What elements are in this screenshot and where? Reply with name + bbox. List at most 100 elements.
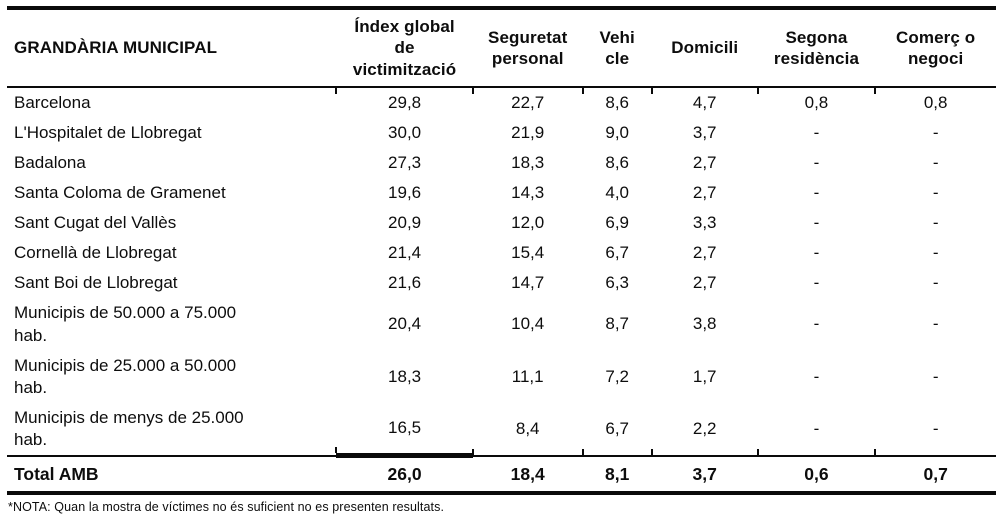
value-cell: 3,7 bbox=[692, 122, 717, 142]
value-cell: 0,8 bbox=[874, 86, 996, 118]
value-cell: 6,7 bbox=[581, 402, 652, 457]
value-cell: 2,7 bbox=[692, 152, 717, 172]
table-row: Sant Cugat del Vallès 20,9 12,0 6,9 3,3 … bbox=[7, 208, 996, 238]
row-label-cell: Badalona bbox=[7, 148, 336, 178]
value-cell: 2,2 bbox=[650, 402, 758, 457]
value-cell: 2,7 bbox=[692, 183, 717, 203]
value-cell: 12,0 bbox=[511, 213, 545, 233]
value-cell: - bbox=[932, 366, 939, 386]
value-cell: 11,1 bbox=[511, 366, 544, 386]
municipality-size-group: Municipis de 25.000 a 50.000 hab. bbox=[14, 355, 237, 397]
value-cell: - bbox=[932, 243, 939, 263]
row-label-cell: Sant Cugat del Vallès bbox=[7, 208, 336, 238]
table-row: Barcelona 29,8 22,7 8,6 4,7 0,8 0,8 bbox=[7, 86, 996, 118]
total-value-cell: 8,1 bbox=[582, 455, 652, 496]
column-header-domicili: Domicili bbox=[651, 8, 758, 88]
total-row: Total AMB 26,0 18,4 8,1 3,7 0,6 0,7 bbox=[7, 455, 996, 496]
value-cell: - bbox=[813, 366, 820, 386]
row-label-cell: L'Hospitalet de Llobregat bbox=[7, 118, 336, 148]
municipality-name: Sant Boi de Llobregat bbox=[14, 273, 178, 293]
row-label-cell: Santa Coloma de Gramenet bbox=[7, 178, 336, 208]
municipality-name: Badalona bbox=[14, 152, 86, 172]
municipality-size-group: Municipis de menys de 25.000 hab. bbox=[14, 407, 244, 449]
column-header-grandaria: GRANDÀRIA MUNICIPAL bbox=[7, 8, 337, 88]
value-cell: 9,0 bbox=[605, 122, 629, 142]
row-label-cell: Municipis de 25.000 a 50.000 hab. bbox=[7, 351, 336, 403]
value-cell: 18,3 bbox=[388, 366, 422, 386]
value-cell: 27,3 bbox=[388, 152, 422, 172]
value-cell: 0,8 bbox=[756, 86, 876, 118]
value-cell: 8,7 bbox=[605, 314, 629, 334]
value-cell: 20,9 bbox=[388, 213, 422, 233]
column-header-label: Vehicle bbox=[599, 27, 635, 68]
value-cell: 16,5 bbox=[335, 402, 473, 459]
column-header-seguretat-personal: Seguretat personal bbox=[472, 8, 583, 88]
value-cell: - bbox=[813, 152, 820, 172]
row-label-cell: Municipis de 50.000 a 75.000 hab. bbox=[7, 298, 336, 350]
municipality-name: Santa Coloma de Gramenet bbox=[14, 183, 226, 203]
municipality-name: Sant Cugat del Vallès bbox=[14, 213, 177, 233]
municipality-size-group: Municipis de 50.000 a 75.000 hab. bbox=[14, 303, 237, 345]
table-body: Barcelona 29,8 22,7 8,6 4,7 0,8 0,8 L'Ho… bbox=[7, 86, 996, 459]
value-cell: 22,7 bbox=[471, 86, 583, 118]
value-cell: 6,9 bbox=[605, 213, 629, 233]
victimization-table: GRANDÀRIA MUNICIPAL Índex global de vict… bbox=[7, 6, 996, 496]
value-cell: 21,4 bbox=[388, 243, 422, 263]
table-row: L'Hospitalet de Llobregat 30,0 21,9 9,0 … bbox=[7, 118, 996, 148]
value-cell: 6,7 bbox=[605, 243, 629, 263]
table-header: GRANDÀRIA MUNICIPAL Índex global de vict… bbox=[7, 8, 996, 88]
table-footer: Total AMB 26,0 18,4 8,1 3,7 0,6 0,7 bbox=[7, 455, 996, 496]
table-row: Sant Boi de Llobregat 21,6 14,7 6,3 2,7 … bbox=[7, 268, 996, 298]
value-cell: - bbox=[813, 314, 820, 334]
column-header-label: Domicili bbox=[671, 38, 739, 58]
total-value-cell: 0,7 bbox=[875, 455, 996, 496]
value-cell: - bbox=[874, 402, 996, 457]
value-cell: 8,6 bbox=[605, 152, 629, 172]
table-row: Municipis de menys de 25.000 hab. 16,5 8… bbox=[7, 402, 996, 459]
total-value-cell: 3,7 bbox=[651, 455, 758, 496]
total-value-cell: 0,6 bbox=[757, 455, 876, 496]
value-cell: 29,8 bbox=[335, 86, 472, 118]
value-cell: - bbox=[813, 273, 820, 293]
table-row: Cornellà de Llobregat 21,4 15,4 6,7 2,7 … bbox=[7, 238, 996, 268]
value-cell: 21,9 bbox=[511, 122, 545, 142]
municipality-name: Barcelona bbox=[14, 92, 91, 112]
column-header-label: Segona residència bbox=[773, 27, 859, 68]
table-row: Santa Coloma de Gramenet 19,6 14,3 4,0 2… bbox=[7, 178, 996, 208]
value-cell: 8,6 bbox=[581, 86, 652, 118]
total-value-cell: 18,4 bbox=[472, 455, 583, 496]
row-label-cell: Cornellà de Llobregat bbox=[7, 238, 336, 268]
total-value-cell: 26,0 bbox=[336, 455, 473, 496]
value-cell: 7,2 bbox=[605, 366, 629, 386]
column-header-segona-residencia: Segona residència bbox=[757, 8, 876, 88]
table-row: Municipis de 50.000 a 75.000 hab. 20,4 1… bbox=[7, 298, 996, 350]
row-label-cell: Barcelona bbox=[7, 87, 336, 118]
value-cell: - bbox=[932, 122, 939, 142]
footnote: *NOTA: Quan la mostra de víctimes no és … bbox=[8, 500, 445, 515]
value-cell: 3,3 bbox=[692, 213, 717, 233]
value-cell: - bbox=[932, 183, 939, 203]
table-row: Municipis de 25.000 a 50.000 hab. 18,3 1… bbox=[7, 351, 996, 403]
value-cell: 2,7 bbox=[692, 243, 717, 263]
column-header-index-global: Índex global de victimització bbox=[336, 8, 473, 88]
value-cell: - bbox=[756, 402, 876, 457]
column-header-label: Comerç o negoci bbox=[896, 27, 976, 68]
value-cell: - bbox=[932, 273, 939, 293]
column-header-comerc-negoci: Comerç o negoci bbox=[875, 8, 996, 88]
table-row: Badalona 27,3 18,3 8,6 2,7 - - bbox=[7, 148, 996, 178]
value-cell: - bbox=[813, 122, 820, 142]
row-label-cell: Sant Boi de Llobregat bbox=[7, 268, 336, 298]
value-cell: 1,7 bbox=[692, 366, 717, 386]
value-cell: 10,4 bbox=[511, 314, 545, 334]
value-cell: - bbox=[932, 213, 939, 233]
value-cell: 18,3 bbox=[511, 152, 545, 172]
column-header-vehicle: Vehicle bbox=[582, 8, 652, 88]
value-cell: 15,4 bbox=[511, 243, 545, 263]
municipality-name: Cornellà de Llobregat bbox=[14, 243, 177, 263]
value-cell: 4,0 bbox=[605, 183, 629, 203]
column-header-label: GRANDÀRIA MUNICIPAL bbox=[14, 38, 218, 58]
value-cell: - bbox=[813, 243, 820, 263]
column-header-label: Índex global de victimització bbox=[352, 17, 457, 79]
total-label-cell: Total AMB bbox=[7, 455, 337, 496]
